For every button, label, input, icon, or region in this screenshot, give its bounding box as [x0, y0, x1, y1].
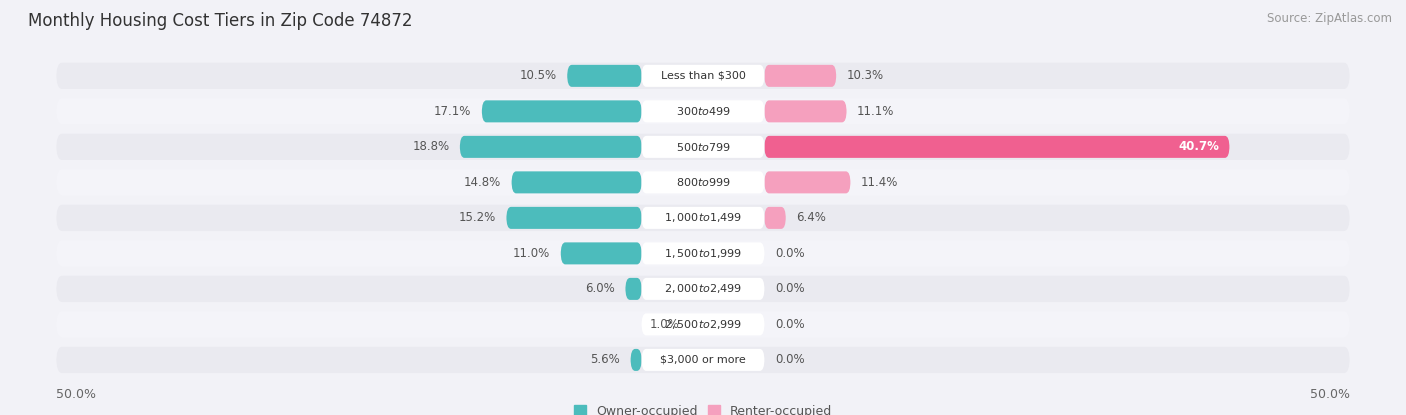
FancyBboxPatch shape	[56, 311, 1350, 337]
Text: $3,000 or more: $3,000 or more	[661, 355, 745, 365]
FancyBboxPatch shape	[641, 207, 765, 229]
FancyBboxPatch shape	[765, 65, 837, 87]
Text: 18.8%: 18.8%	[412, 140, 450, 154]
FancyBboxPatch shape	[641, 242, 765, 264]
FancyBboxPatch shape	[56, 169, 1350, 195]
Text: 6.0%: 6.0%	[585, 282, 614, 295]
Text: $2,000 to $2,499: $2,000 to $2,499	[664, 282, 742, 295]
FancyBboxPatch shape	[512, 171, 641, 193]
Text: $800 to $999: $800 to $999	[675, 176, 731, 188]
FancyBboxPatch shape	[56, 98, 1350, 124]
FancyBboxPatch shape	[482, 100, 641, 122]
Text: 11.1%: 11.1%	[856, 105, 894, 118]
Text: 5.6%: 5.6%	[591, 354, 620, 366]
Text: 40.7%: 40.7%	[1178, 140, 1219, 154]
Text: Monthly Housing Cost Tiers in Zip Code 74872: Monthly Housing Cost Tiers in Zip Code 7…	[28, 12, 412, 30]
FancyBboxPatch shape	[460, 136, 641, 158]
FancyBboxPatch shape	[506, 207, 641, 229]
Text: 1.0%: 1.0%	[650, 318, 679, 331]
Text: 11.4%: 11.4%	[860, 176, 898, 189]
Text: Source: ZipAtlas.com: Source: ZipAtlas.com	[1267, 12, 1392, 25]
FancyBboxPatch shape	[641, 65, 765, 87]
FancyBboxPatch shape	[561, 242, 641, 264]
Text: $300 to $499: $300 to $499	[675, 105, 731, 117]
Text: $2,500 to $2,999: $2,500 to $2,999	[664, 318, 742, 331]
Text: 10.3%: 10.3%	[846, 69, 884, 82]
Text: 50.0%: 50.0%	[56, 388, 96, 401]
FancyBboxPatch shape	[765, 207, 786, 229]
Text: $1,500 to $1,999: $1,500 to $1,999	[664, 247, 742, 260]
Text: $1,000 to $1,499: $1,000 to $1,499	[664, 211, 742, 225]
Text: 0.0%: 0.0%	[775, 354, 804, 366]
FancyBboxPatch shape	[630, 349, 641, 371]
FancyBboxPatch shape	[56, 134, 1350, 160]
FancyBboxPatch shape	[641, 136, 765, 158]
Text: 0.0%: 0.0%	[775, 247, 804, 260]
Legend: Owner-occupied, Renter-occupied: Owner-occupied, Renter-occupied	[568, 400, 838, 415]
FancyBboxPatch shape	[56, 347, 1350, 373]
Text: 14.8%: 14.8%	[464, 176, 501, 189]
FancyBboxPatch shape	[765, 100, 846, 122]
Text: 15.2%: 15.2%	[458, 211, 496, 225]
Text: 0.0%: 0.0%	[775, 282, 804, 295]
Text: Less than $300: Less than $300	[661, 71, 745, 81]
FancyBboxPatch shape	[641, 278, 765, 300]
FancyBboxPatch shape	[567, 65, 641, 87]
FancyBboxPatch shape	[641, 349, 765, 371]
FancyBboxPatch shape	[56, 63, 1350, 89]
FancyBboxPatch shape	[56, 276, 1350, 302]
FancyBboxPatch shape	[641, 313, 765, 335]
FancyBboxPatch shape	[56, 205, 1350, 231]
FancyBboxPatch shape	[765, 171, 851, 193]
FancyBboxPatch shape	[765, 136, 1229, 158]
Text: $500 to $799: $500 to $799	[675, 141, 731, 153]
Text: 6.4%: 6.4%	[796, 211, 825, 225]
FancyBboxPatch shape	[641, 100, 765, 122]
Text: 0.0%: 0.0%	[775, 318, 804, 331]
Text: 11.0%: 11.0%	[513, 247, 550, 260]
FancyBboxPatch shape	[626, 278, 641, 300]
FancyBboxPatch shape	[641, 171, 765, 193]
Text: 10.5%: 10.5%	[520, 69, 557, 82]
Text: 17.1%: 17.1%	[434, 105, 471, 118]
FancyBboxPatch shape	[56, 240, 1350, 266]
Text: 50.0%: 50.0%	[1310, 388, 1350, 401]
